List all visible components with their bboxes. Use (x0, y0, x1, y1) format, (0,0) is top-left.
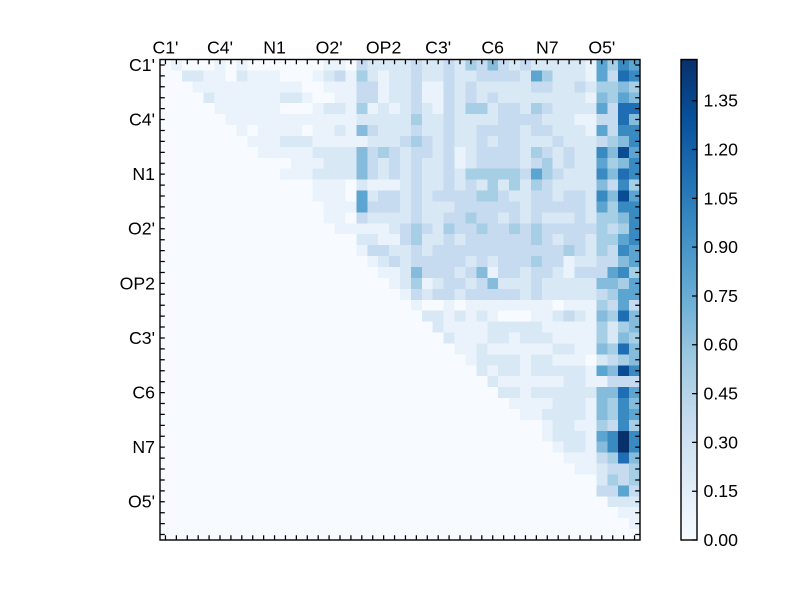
svg-text:0.45: 0.45 (704, 383, 739, 403)
svg-text:O5': O5' (128, 492, 155, 512)
svg-text:C4': C4' (207, 38, 233, 58)
svg-text:0.15: 0.15 (704, 481, 739, 501)
svg-text:N7: N7 (132, 437, 155, 457)
svg-text:1.35: 1.35 (704, 91, 739, 111)
svg-text:OP2: OP2 (366, 38, 401, 58)
svg-text:0.30: 0.30 (704, 432, 739, 452)
svg-text:0.90: 0.90 (704, 237, 739, 257)
svg-text:O2': O2' (128, 219, 155, 239)
svg-text:N1: N1 (132, 164, 155, 184)
svg-text:C6: C6 (481, 38, 504, 58)
svg-text:C1': C1' (129, 55, 155, 75)
svg-text:C4': C4' (129, 109, 155, 129)
svg-text:1.20: 1.20 (704, 139, 739, 159)
svg-text:OP2: OP2 (120, 273, 155, 293)
svg-text:0.75: 0.75 (704, 286, 739, 306)
svg-text:C1': C1' (152, 38, 178, 58)
svg-text:0.60: 0.60 (704, 335, 739, 355)
svg-text:0.00: 0.00 (704, 530, 739, 550)
svg-text:1.05: 1.05 (704, 188, 739, 208)
svg-text:O5': O5' (588, 38, 615, 58)
svg-text:C6: C6 (132, 382, 155, 402)
svg-text:O2': O2' (316, 38, 343, 58)
svg-text:C3': C3' (129, 328, 155, 348)
svg-text:N1: N1 (263, 38, 286, 58)
svg-text:N7: N7 (536, 38, 559, 58)
svg-text:C3': C3' (425, 38, 451, 58)
